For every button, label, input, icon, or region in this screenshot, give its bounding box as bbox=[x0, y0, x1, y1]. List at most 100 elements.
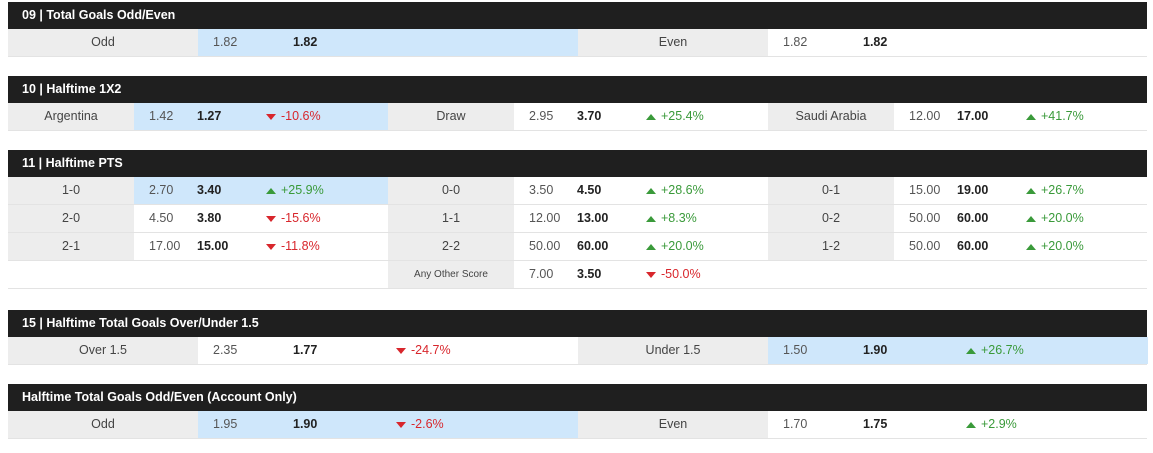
odds-row: Odd 1.95 1.90 -2.6% Even 1.70 1.75 +2.9% bbox=[8, 411, 1147, 439]
odds-row: Any Other Score 7.00 3.50 -50.0% bbox=[8, 261, 1147, 289]
triangle-up-icon bbox=[966, 348, 976, 354]
odds-row: Odd 1.82 1.82 Even 1.82 1.82 bbox=[8, 29, 1147, 57]
selection[interactable]: Even 1.82 1.82 bbox=[578, 29, 1148, 56]
odds-change-value: -15.6% bbox=[281, 211, 321, 225]
odds-change-value: +26.7% bbox=[1041, 183, 1084, 197]
current-odds: 3.70 bbox=[577, 109, 602, 123]
odds-change-value: +20.0% bbox=[1041, 211, 1084, 225]
market-header: 11 | Halftime PTS bbox=[8, 150, 1147, 177]
odds-change-value: +28.6% bbox=[661, 183, 704, 197]
odds-change: -24.7% bbox=[393, 337, 578, 364]
opening-odds: 2.95 bbox=[529, 109, 554, 123]
triangle-up-icon bbox=[646, 114, 656, 120]
odds-change-value: +25.9% bbox=[281, 183, 324, 197]
market-header: 10 | Halftime 1X2 bbox=[8, 76, 1147, 103]
odds-change: +26.7% bbox=[963, 337, 1148, 364]
odds-row: 2-1 17.00 15.00 -11.8% 2-2 50.00 60.00 +20.0% 1-… bbox=[8, 233, 1147, 261]
current-odds: 1.90 bbox=[863, 343, 888, 357]
opening-odds: 1.50 bbox=[783, 343, 808, 357]
opening-odds: 2.35 bbox=[213, 343, 238, 357]
current-odds: 3.80 bbox=[197, 211, 222, 225]
selected-highlight bbox=[134, 177, 388, 204]
opening-odds: 12.00 bbox=[909, 109, 941, 123]
selection[interactable]: 1-1 12.00 13.00 +8.3% bbox=[388, 205, 768, 232]
selection-label: Even bbox=[578, 411, 768, 438]
market-body: Argentina 1.42 1.27 -10.6% Draw 2.95 3.70 +25.4… bbox=[8, 103, 1147, 131]
selection[interactable]: Draw 2.95 3.70 +25.4% bbox=[388, 103, 768, 130]
selection[interactable]: 1-0 2.70 3.40 +25.9% bbox=[8, 177, 388, 204]
selection[interactable]: Any Other Score 7.00 3.50 -50.0% bbox=[388, 261, 768, 288]
opening-odds: 50.00 bbox=[909, 239, 941, 253]
odds-change-value: -2.6% bbox=[411, 417, 444, 431]
selection[interactable]: Even 1.70 1.75 +2.9% bbox=[578, 411, 1148, 438]
market-section: 10 | Halftime 1X2 Argentina 1.42 1.27 -10.6%… bbox=[8, 76, 1147, 131]
selection-label: Saudi Arabia bbox=[768, 103, 894, 130]
market-body: Odd 1.95 1.90 -2.6% Even 1.70 1.75 +2.9% bbox=[8, 411, 1147, 439]
selected-highlight bbox=[198, 411, 578, 438]
selection[interactable]: 2-2 50.00 60.00 +20.0% bbox=[388, 233, 768, 260]
market-section: 15 | Halftime Total Goals Over/Under 1.5… bbox=[8, 310, 1148, 365]
current-odds: 17.00 bbox=[957, 109, 989, 123]
selection[interactable]: 2-0 4.50 3.80 -15.6% bbox=[8, 205, 388, 232]
selection[interactable]: Over 1.5 2.35 1.77 -24.7% bbox=[8, 337, 578, 364]
opening-odds: 50.00 bbox=[529, 239, 561, 253]
selection[interactable]: 1-2 50.00 60.00 +20.0% bbox=[768, 233, 1148, 260]
odds-change-value: +41.7% bbox=[1041, 109, 1084, 123]
selection-label: Draw bbox=[388, 103, 514, 130]
selection[interactable]: Under 1.5 1.50 1.90 +26.7% bbox=[578, 337, 1148, 364]
market-body: Odd 1.82 1.82 Even 1.82 1.82 bbox=[8, 29, 1147, 57]
odds-row: Argentina 1.42 1.27 -10.6% Draw 2.95 3.70 +25.4… bbox=[8, 103, 1147, 131]
selection-label: 0-1 bbox=[768, 177, 894, 204]
odds-change-value: +20.0% bbox=[661, 239, 704, 253]
triangle-up-icon bbox=[1026, 216, 1036, 222]
triangle-up-icon bbox=[1026, 114, 1036, 120]
opening-odds: 1.82 bbox=[213, 35, 238, 49]
selection[interactable]: 0-0 3.50 4.50 +28.6% bbox=[388, 177, 768, 204]
opening-odds: 1.70 bbox=[783, 417, 808, 431]
triangle-down-icon bbox=[266, 244, 276, 250]
odds-change-value: -50.0% bbox=[661, 267, 701, 281]
selection[interactable]: Argentina 1.42 1.27 -10.6% bbox=[8, 103, 388, 130]
triangle-up-icon bbox=[646, 244, 656, 250]
current-odds: 1.75 bbox=[863, 417, 888, 431]
triangle-up-icon bbox=[1026, 244, 1036, 250]
opening-odds: 7.00 bbox=[529, 267, 554, 281]
current-odds: 1.77 bbox=[293, 343, 318, 357]
odds-change: -10.6% bbox=[263, 103, 388, 130]
current-odds: 15.00 bbox=[197, 239, 229, 253]
triangle-up-icon bbox=[646, 216, 656, 222]
selection[interactable]: Odd 1.82 1.82 bbox=[8, 29, 578, 56]
odds-change: +25.4% bbox=[643, 103, 768, 130]
opening-odds: 1.95 bbox=[213, 417, 238, 431]
market-section: 09 | Total Goals Odd/Even Odd 1.82 1.82 Even… bbox=[8, 2, 1147, 57]
selection-label: Even bbox=[578, 29, 768, 56]
selected-highlight bbox=[198, 29, 578, 56]
current-odds: 1.27 bbox=[197, 109, 222, 123]
odds-change: +2.9% bbox=[963, 411, 1148, 438]
selection[interactable]: Odd 1.95 1.90 -2.6% bbox=[8, 411, 578, 438]
odds-change-value: +2.9% bbox=[981, 417, 1017, 431]
current-odds: 13.00 bbox=[577, 211, 609, 225]
selection[interactable]: 0-1 15.00 19.00 +26.7% bbox=[768, 177, 1148, 204]
selection[interactable]: 0-2 50.00 60.00 +20.0% bbox=[768, 205, 1148, 232]
odds-row: 1-0 2.70 3.40 +25.9% 0-0 3.50 4.50 +28.6% 0-1 15.… bbox=[8, 177, 1147, 205]
odds-change-value: +8.3% bbox=[661, 211, 697, 225]
triangle-down-icon bbox=[266, 114, 276, 120]
opening-odds: 1.82 bbox=[783, 35, 808, 49]
odds-change: +26.7% bbox=[1023, 177, 1148, 204]
opening-odds: 1.42 bbox=[149, 109, 174, 123]
odds-change-value: +25.4% bbox=[661, 109, 704, 123]
market-body: Over 1.5 2.35 1.77 -24.7% Under 1.5 1.50 1.90 +… bbox=[8, 337, 1148, 365]
triangle-up-icon bbox=[966, 422, 976, 428]
market-header: 09 | Total Goals Odd/Even bbox=[8, 2, 1147, 29]
selection-label: 2-2 bbox=[388, 233, 514, 260]
odds-change: -50.0% bbox=[643, 261, 768, 288]
odds-change-value: -10.6% bbox=[281, 109, 321, 123]
odds-change: +8.3% bbox=[643, 205, 768, 232]
odds-change: -11.8% bbox=[263, 233, 388, 260]
selection[interactable]: Saudi Arabia 12.00 17.00 +41.7% bbox=[768, 103, 1148, 130]
triangle-up-icon bbox=[646, 188, 656, 194]
selection[interactable]: 2-1 17.00 15.00 -11.8% bbox=[8, 233, 388, 260]
triangle-up-icon bbox=[266, 188, 276, 194]
selection-label: 2-1 bbox=[8, 233, 134, 260]
